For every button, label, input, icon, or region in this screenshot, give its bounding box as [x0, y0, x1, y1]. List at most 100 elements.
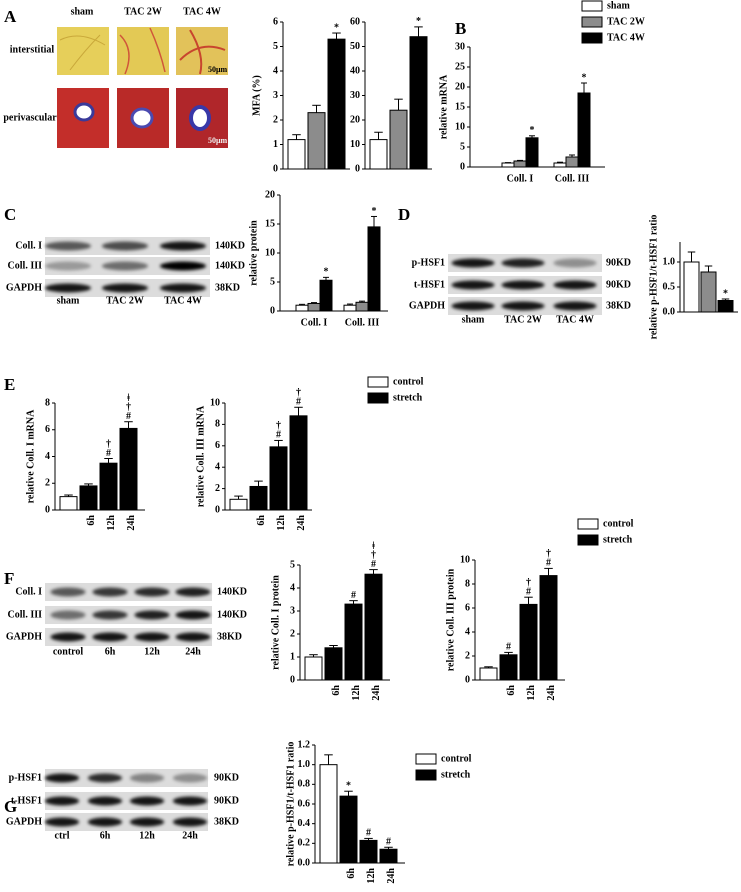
bar — [700, 271, 717, 313]
legend-swatch — [415, 753, 437, 765]
blot-strip — [45, 792, 208, 810]
blot-band — [451, 280, 495, 290]
bar — [367, 226, 381, 312]
legend-swatch — [581, 32, 603, 44]
blot-lane-label: TAC 4W — [556, 314, 594, 325]
blot-band — [44, 241, 92, 251]
blot-band — [451, 258, 495, 268]
blot-band — [101, 241, 149, 251]
panel-label: G — [4, 797, 17, 816]
y-tick-label: 1.0 — [298, 759, 311, 770]
y-tick-label: 8 — [215, 419, 220, 430]
y-tick-label: 4 — [45, 451, 50, 462]
y-tick-label: 5 — [270, 276, 275, 287]
y-tick-label: 0 — [290, 674, 295, 685]
legend-swatch — [577, 518, 599, 530]
bar — [501, 162, 515, 168]
significance: * — [416, 16, 421, 27]
y-axis-label: relative Coll. I mRNA — [25, 409, 36, 503]
significance: † — [126, 402, 131, 413]
blot-band — [172, 817, 208, 827]
bar — [79, 485, 98, 511]
blot-band — [101, 261, 149, 271]
bar — [324, 647, 343, 681]
scale-bar-label: 50μm — [208, 136, 228, 145]
significance: # — [526, 586, 531, 597]
blot-band — [159, 261, 207, 271]
bar — [565, 156, 579, 168]
vessel — [189, 105, 211, 131]
bar — [287, 139, 306, 170]
micrograph — [57, 27, 109, 75]
blot-lane-label: 24h — [185, 646, 201, 657]
legend-label: stretch — [603, 534, 633, 545]
panel-label: B — [455, 19, 466, 38]
y-tick-label: 1.2 — [298, 739, 311, 750]
blot-band — [129, 773, 165, 783]
blot-band — [44, 261, 92, 271]
significance: ǂ — [372, 541, 375, 552]
significance: † — [276, 421, 281, 432]
bar — [369, 139, 388, 170]
y-axis-label: PVF (%) — [333, 76, 344, 114]
blot-band — [159, 241, 207, 251]
significance: * — [530, 125, 535, 136]
legend-swatch — [415, 769, 437, 781]
y-tick-label: 2 — [465, 650, 470, 661]
significance: ǂ — [127, 393, 130, 404]
blot-size-label: 140KD — [215, 260, 245, 271]
y-tick-label: 4 — [465, 626, 470, 637]
panel-label: D — [398, 205, 410, 224]
bar — [307, 112, 326, 170]
x-tick-label: Coll. I — [301, 317, 328, 328]
y-tick-label: 4 — [215, 461, 220, 472]
significance: # — [351, 590, 356, 601]
significance: # — [296, 397, 301, 408]
legend-label: stretch — [441, 769, 471, 780]
blot-lane-label: ctrl — [55, 830, 70, 841]
significance: # — [386, 837, 391, 848]
x-tick-label: Coll. III — [345, 317, 380, 328]
panel-label: C — [4, 205, 16, 224]
y-tick-label: 0 — [270, 305, 275, 316]
bar — [577, 92, 591, 168]
bar — [539, 575, 558, 681]
bar — [409, 36, 428, 170]
blot-size-label: 140KD — [217, 586, 247, 597]
blot-band — [50, 632, 86, 642]
blot-size-label: 90KD — [214, 772, 239, 783]
blot-band — [129, 817, 165, 827]
y-tick-label: 6 — [215, 440, 220, 451]
blot-size-label: 140KD — [217, 609, 247, 620]
y-tick-label: 40 — [350, 65, 360, 76]
significance: # — [506, 642, 511, 653]
bar — [343, 304, 357, 312]
bar — [717, 300, 734, 313]
bar — [513, 160, 527, 168]
significance: # — [106, 448, 111, 459]
blot-band — [553, 301, 597, 311]
blot-lane-label: 6h — [105, 646, 116, 657]
y-tick-label: 0 — [273, 163, 278, 174]
significance: † — [371, 550, 376, 561]
x-tick-label: 12h — [106, 515, 117, 531]
legend-swatch — [581, 16, 603, 28]
significance: † — [296, 388, 301, 399]
panel-label: F — [4, 569, 14, 588]
y-tick-label: 5 — [290, 559, 295, 570]
legend-label: control — [603, 518, 634, 529]
y-tick-label: 10 — [350, 139, 360, 150]
blot-band — [101, 283, 149, 293]
column-label: TAC 4W — [183, 6, 221, 17]
bar — [389, 109, 408, 170]
blot-size-label: 90KD — [214, 795, 239, 806]
x-tick-label: 6h — [256, 515, 267, 526]
blot-band — [92, 610, 128, 620]
bar — [269, 446, 288, 511]
significance: # — [371, 559, 376, 570]
y-tick-label: 15 — [455, 101, 465, 112]
y-tick-label: 6 — [465, 602, 470, 613]
y-axis-label: relative Coll. III mRNA — [195, 405, 206, 507]
y-tick-label: 10 — [455, 121, 465, 132]
legend-swatch — [577, 534, 599, 546]
